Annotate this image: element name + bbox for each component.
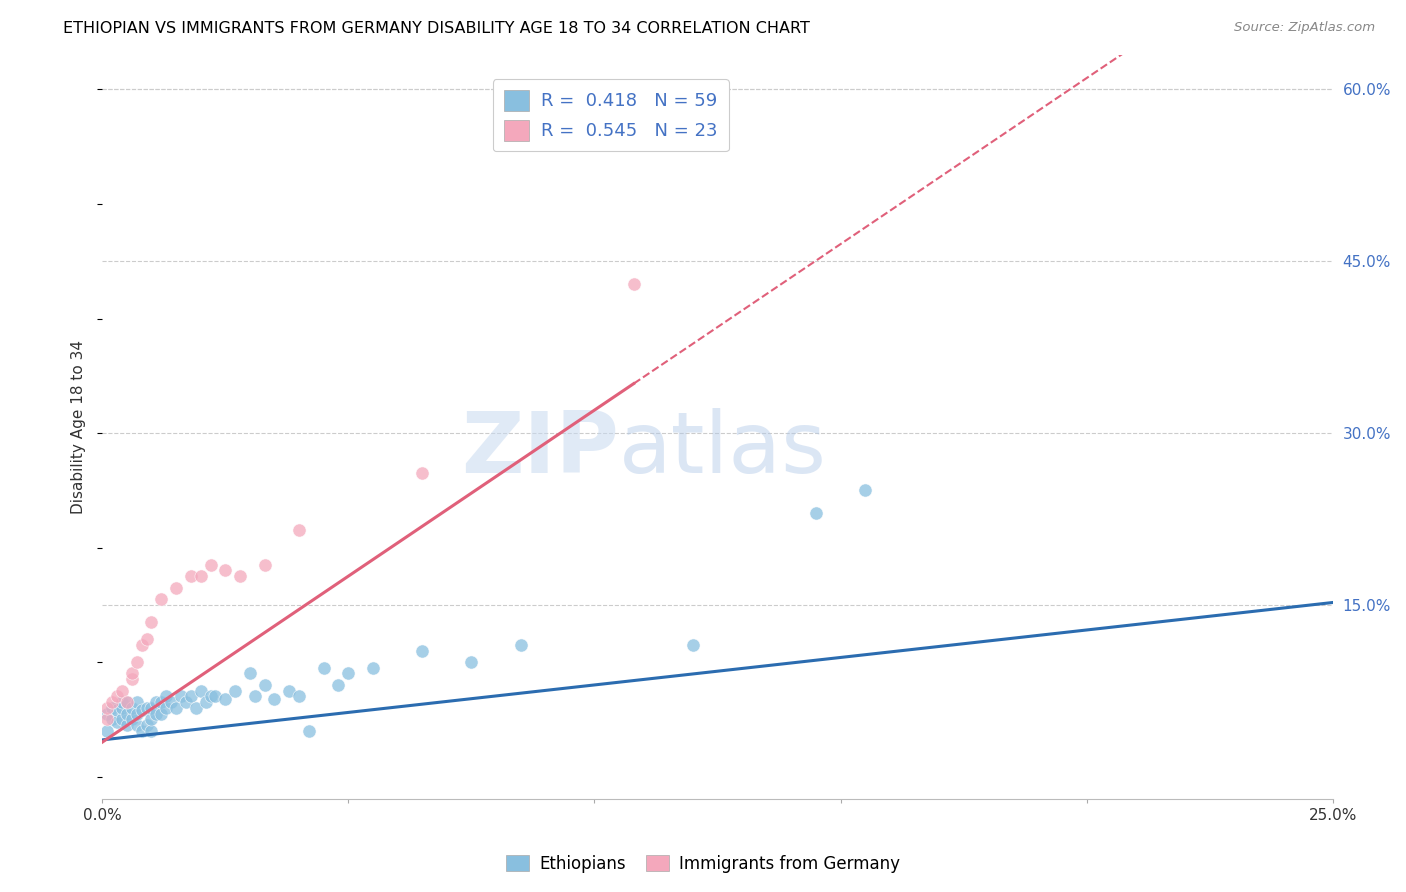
Point <box>288 524 311 538</box>
Point <box>804 506 827 520</box>
Point <box>111 683 134 698</box>
Point <box>155 701 177 715</box>
Point <box>121 672 143 686</box>
Legend: Ethiopians, Immigrants from Germany: Ethiopians, Immigrants from Germany <box>499 848 907 880</box>
Point <box>200 558 222 572</box>
Text: ZIP: ZIP <box>461 409 619 491</box>
Point <box>204 690 226 704</box>
Point <box>96 706 118 721</box>
Legend: R =  0.418   N = 59, R =  0.545   N = 23: R = 0.418 N = 59, R = 0.545 N = 23 <box>492 79 728 152</box>
Point <box>174 695 197 709</box>
Text: ETHIOPIAN VS IMMIGRANTS FROM GERMANY DISABILITY AGE 18 TO 34 CORRELATION CHART: ETHIOPIAN VS IMMIGRANTS FROM GERMANY DIS… <box>63 21 810 36</box>
Point <box>411 643 433 657</box>
Point <box>135 718 157 732</box>
Point <box>141 712 163 726</box>
Point <box>121 701 143 715</box>
Point <box>170 690 193 704</box>
Point <box>150 706 173 721</box>
Point <box>190 569 212 583</box>
Point <box>141 723 163 738</box>
Point <box>145 695 167 709</box>
Point <box>361 661 384 675</box>
Point <box>278 683 301 698</box>
Y-axis label: Disability Age 18 to 34: Disability Age 18 to 34 <box>72 340 86 515</box>
Point <box>111 701 134 715</box>
Point <box>150 592 173 607</box>
Point <box>125 706 148 721</box>
Point <box>682 638 704 652</box>
Point <box>853 483 876 498</box>
Point <box>165 701 187 715</box>
Point <box>214 563 236 577</box>
Point <box>121 712 143 726</box>
Point <box>184 701 207 715</box>
Point <box>200 690 222 704</box>
Point <box>96 723 118 738</box>
Point <box>121 666 143 681</box>
Point <box>105 714 128 729</box>
Point <box>131 638 153 652</box>
Point <box>115 695 138 709</box>
Point <box>96 712 118 726</box>
Point <box>253 558 276 572</box>
Point <box>125 718 148 732</box>
Point <box>288 690 311 704</box>
Point <box>224 683 246 698</box>
Point <box>160 695 183 709</box>
Point <box>243 690 266 704</box>
Text: atlas: atlas <box>619 409 827 491</box>
Point <box>180 690 202 704</box>
Point <box>131 703 153 717</box>
Point <box>623 277 645 292</box>
Point <box>125 695 148 709</box>
Point <box>101 712 124 726</box>
Point <box>328 678 350 692</box>
Point <box>135 632 157 647</box>
Point <box>253 678 276 692</box>
Point <box>165 581 187 595</box>
Point <box>141 701 163 715</box>
Point <box>115 695 138 709</box>
Point <box>180 569 202 583</box>
Point <box>131 723 153 738</box>
Point <box>101 701 124 715</box>
Point <box>263 691 285 706</box>
Point <box>194 695 217 709</box>
Point <box>312 661 335 675</box>
Point <box>96 701 118 715</box>
Point <box>190 683 212 698</box>
Point <box>509 638 531 652</box>
Point <box>298 723 321 738</box>
Point <box>460 655 482 669</box>
Point <box>125 655 148 669</box>
Point <box>101 695 124 709</box>
Point <box>115 718 138 732</box>
Point <box>135 701 157 715</box>
Point <box>115 706 138 721</box>
Point <box>111 695 134 709</box>
Point <box>111 712 134 726</box>
Point <box>229 569 252 583</box>
Point <box>141 615 163 629</box>
Point <box>411 466 433 480</box>
Point <box>105 703 128 717</box>
Point <box>155 690 177 704</box>
Point <box>105 690 128 704</box>
Point <box>150 695 173 709</box>
Point <box>337 666 360 681</box>
Text: Source: ZipAtlas.com: Source: ZipAtlas.com <box>1234 21 1375 34</box>
Point <box>145 706 167 721</box>
Point <box>214 691 236 706</box>
Point <box>239 666 262 681</box>
